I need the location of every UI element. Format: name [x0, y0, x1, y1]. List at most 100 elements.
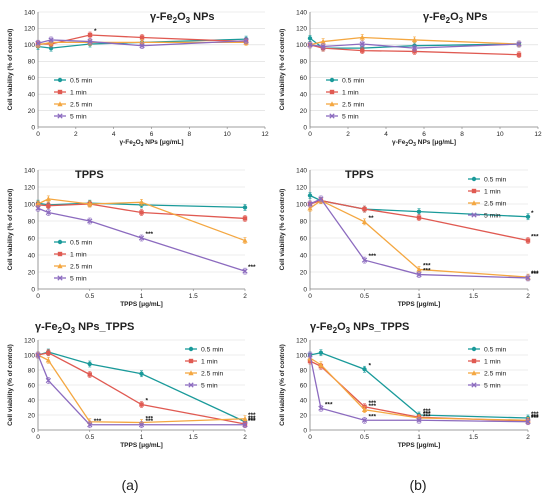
y-tick-label: 20: [28, 108, 36, 115]
data-point: [361, 257, 368, 263]
x-tick-label: 4: [112, 131, 116, 138]
data-point: [139, 210, 144, 215]
significance-mark: ***: [248, 415, 256, 422]
y-tick-label: 40: [28, 397, 36, 404]
x-tick-label: 10: [496, 131, 504, 138]
data-point: [87, 372, 92, 377]
significance-mark: *: [369, 362, 372, 369]
data-point: [307, 201, 313, 207]
legend-label: 5 min: [201, 382, 218, 389]
legend-label: 0.5 min: [70, 77, 93, 84]
x-tick-label: 4: [384, 131, 388, 138]
legend-label: 1 min: [201, 358, 218, 365]
legend-label: 0.5 min: [484, 346, 507, 353]
data-point: [242, 268, 248, 274]
legend-marker: [471, 346, 477, 352]
legend-marker: [188, 346, 194, 352]
y-tick-label: 100: [24, 201, 35, 208]
significance-mark: ***: [423, 262, 431, 269]
data-point: [139, 39, 145, 45]
significance-mark: ***: [94, 418, 102, 425]
legend-label: 1 min: [70, 89, 87, 96]
data-point: [46, 350, 51, 355]
y-axis-label: Cell viability (% of control): [279, 344, 286, 426]
data-point: [318, 361, 324, 367]
data-point: [138, 422, 145, 428]
legend: 0.5 min 1 min 2.5 min 5 min: [54, 77, 93, 120]
x-tick-label: 0: [308, 293, 312, 300]
legend-marker: [329, 77, 335, 83]
y-tick-label: 120: [296, 337, 307, 344]
significance-mark: ***: [248, 264, 256, 271]
x-tick-label: 0: [308, 434, 312, 441]
y-tick-label: 140: [24, 9, 35, 16]
data-point: [525, 238, 531, 243]
legend-label: 5 min: [484, 212, 501, 219]
y-tick-label: 0: [303, 124, 307, 131]
data-point: [45, 357, 51, 363]
x-tick-label: 0: [36, 131, 40, 138]
y-tick-label: 100: [24, 352, 35, 359]
data-point: [48, 37, 54, 43]
significance-mark: ***: [423, 413, 431, 420]
y-tick-label: 80: [28, 59, 36, 66]
data-point: [46, 203, 51, 208]
data-point: [242, 216, 248, 221]
legend-label: 2.5 min: [70, 263, 93, 270]
data-point: [139, 371, 144, 376]
y-tick-label: 100: [296, 352, 307, 359]
data-point: [416, 271, 422, 278]
y-tick-label: 80: [28, 367, 36, 374]
data-point: [35, 205, 41, 211]
data-point: [361, 417, 368, 423]
panel-label: (a): [121, 477, 138, 493]
legend-marker: [329, 101, 335, 107]
legend: 0.5 min 1 min 2.5 min 5 min: [468, 176, 507, 219]
significance-mark: ***: [531, 414, 539, 421]
significance-mark: ***: [423, 411, 431, 418]
y-tick-label: 80: [300, 59, 308, 66]
data-point: [307, 205, 313, 211]
series-5-min: [35, 351, 248, 429]
data-point: [139, 35, 145, 40]
legend-marker: [57, 275, 63, 281]
data-point: [362, 206, 367, 212]
data-point: [361, 219, 368, 225]
y-tick-label: 140: [296, 167, 307, 174]
legend-marker: [57, 77, 63, 83]
y-tick-label: 120: [296, 184, 307, 191]
x-axis-label: γ-Fe2O3 NPs [μg/mL]: [119, 139, 183, 148]
legend-marker: [188, 358, 194, 364]
legend-label: 2.5 min: [70, 101, 93, 108]
x-tick-label: 6: [150, 131, 154, 138]
legend-label: 1 min: [484, 358, 501, 365]
y-tick-label: 40: [300, 252, 308, 259]
x-tick-label: 2: [243, 434, 247, 441]
x-axis-label: TPPS [μg/mL]: [398, 301, 441, 308]
data-point: [516, 52, 522, 57]
significance-mark: ***: [146, 416, 154, 423]
legend-marker: [57, 251, 63, 257]
significance-mark: ***: [423, 268, 431, 275]
legend-marker: [188, 382, 194, 388]
significance-mark: ***: [146, 231, 154, 238]
x-tick-label: 6: [422, 131, 426, 138]
data-point: [360, 48, 365, 53]
data-point: [416, 215, 422, 220]
significance-mark: ***: [248, 418, 256, 425]
data-point: [242, 205, 248, 210]
legend-label: 2.5 min: [484, 370, 507, 377]
data-point: [416, 266, 422, 272]
x-tick-label: 1.5: [469, 293, 478, 300]
y-tick-label: 120: [24, 184, 35, 191]
x-tick-label: 2: [243, 293, 247, 300]
legend-marker: [57, 263, 63, 269]
y-tick-label: 20: [300, 412, 308, 419]
significance-mark: *: [94, 28, 97, 35]
legend-marker: [57, 239, 63, 245]
data-point: [242, 415, 248, 421]
chart-a_tpps: 0 20 40 60 80 100 120 140 0 0.5 1 1.5 2 TPPS [μg/mL] C…: [7, 167, 256, 308]
significance-mark: ***: [423, 408, 431, 415]
